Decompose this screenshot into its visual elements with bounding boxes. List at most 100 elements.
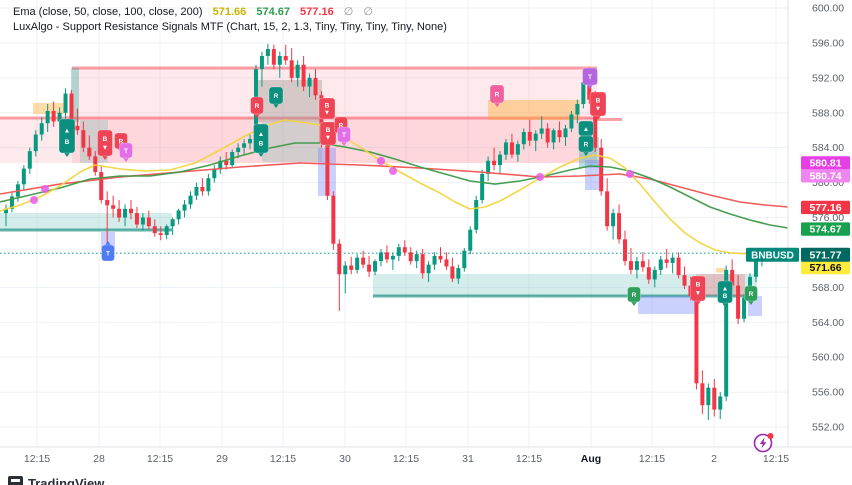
- candle: [271, 49, 276, 65]
- candle: [575, 104, 580, 115]
- price-tick: 552.00: [812, 422, 844, 434]
- candle: [396, 247, 401, 256]
- candle: [545, 128, 550, 143]
- candle: [45, 111, 50, 124]
- candle: [75, 125, 80, 131]
- candle: [307, 77, 312, 87]
- signal-badge-t: T: [101, 241, 115, 262]
- candle: [658, 259, 663, 270]
- candle: [117, 208, 122, 218]
- candle: [456, 268, 461, 279]
- candle: [224, 160, 229, 166]
- time-tick: 12:15: [516, 453, 542, 465]
- candle: [420, 254, 425, 274]
- time-tick: 30: [339, 453, 351, 465]
- svg-text:▲: ▲: [258, 131, 264, 138]
- signal-badge-b▼: B▼: [97, 129, 113, 160]
- svg-text:571.77: 571.77: [809, 249, 841, 261]
- orange-zone-left: [33, 102, 67, 114]
- candle: [158, 233, 163, 235]
- candle: [289, 60, 294, 78]
- candle: [402, 247, 407, 253]
- svg-text:R: R: [255, 103, 260, 110]
- candle: [325, 143, 330, 196]
- candle: [712, 387, 717, 410]
- candle: [468, 229, 473, 251]
- candle: [57, 112, 62, 122]
- price-badge-574.67: 574.67: [801, 222, 850, 236]
- lightning-bolt-icon: [759, 437, 767, 449]
- candle: [152, 226, 157, 234]
- time-tick: 12:15: [147, 453, 173, 465]
- candle: [319, 95, 324, 144]
- cross-dot: [41, 185, 49, 193]
- price-tick: 600.00: [812, 3, 844, 15]
- svg-text:T: T: [588, 74, 592, 81]
- candle: [248, 138, 253, 144]
- candle: [617, 213, 622, 240]
- signal-badge-b▼: B▼: [319, 121, 337, 149]
- svg-text:▼: ▼: [325, 135, 331, 142]
- price-axis[interactable]: 600.00596.00592.00588.00584.00580.00576.…: [812, 3, 844, 434]
- price-tick: 556.00: [812, 387, 844, 399]
- candle: [700, 383, 705, 406]
- candle: [378, 252, 383, 262]
- candle: [343, 265, 348, 275]
- candle: [63, 93, 68, 113]
- candle: [664, 259, 669, 263]
- svg-text:580.74: 580.74: [809, 170, 841, 182]
- candle: [515, 144, 520, 155]
- candle: [39, 123, 44, 135]
- candle: [623, 239, 628, 262]
- candle: [634, 261, 639, 270]
- support-zone-main: [373, 273, 757, 296]
- signal-badge-r: R: [489, 84, 505, 107]
- svg-text:B: B: [259, 141, 264, 148]
- candle: [444, 259, 449, 267]
- candle: [474, 200, 479, 230]
- candle: [694, 296, 699, 384]
- price-tick: 564.00: [812, 317, 844, 329]
- price-tick: 576.00: [812, 212, 844, 224]
- price-tick: 596.00: [812, 37, 844, 49]
- candle: [295, 64, 300, 78]
- candle: [581, 82, 586, 105]
- legend-ema[interactable]: Ema (close, 50, close, 100, close, 200) …: [13, 5, 447, 20]
- candle: [593, 99, 598, 148]
- svg-text:574.67: 574.67: [809, 224, 841, 236]
- signal-badge-t: T: [337, 126, 351, 146]
- candle: [498, 154, 503, 166]
- svg-text:▲: ▲: [583, 126, 589, 133]
- ema-empty-value-1: ∅: [343, 6, 354, 18]
- candle: [337, 243, 342, 275]
- legend-luxalgo[interactable]: LuxAlgo - Support Resistance Signals MTF…: [13, 20, 447, 35]
- candle: [349, 265, 354, 270]
- candlesticks[interactable]: [4, 43, 764, 421]
- tradingview-logo[interactable]: TradingView: [8, 476, 104, 485]
- candle: [384, 252, 389, 260]
- price-alert-icon[interactable]: [753, 433, 774, 453]
- candle: [676, 257, 681, 276]
- candle: [146, 217, 151, 227]
- candle: [81, 130, 86, 148]
- time-tick: 12:15: [393, 453, 419, 465]
- candle: [331, 195, 336, 244]
- candle: [99, 172, 104, 201]
- svg-text:B: B: [723, 293, 728, 300]
- svg-text:580.81: 580.81: [809, 158, 841, 170]
- time-axis[interactable]: 12:15 28 12:15 29 12:15 30 12:15 31 12:15 Aug 12:1…: [24, 453, 789, 465]
- candle: [724, 269, 729, 397]
- candle: [432, 255, 437, 265]
- candle: [753, 259, 758, 277]
- candle: [706, 387, 711, 406]
- candle: [539, 128, 544, 134]
- candle: [521, 131, 526, 145]
- candle: [527, 131, 532, 141]
- candle: [123, 208, 128, 218]
- svg-text:B: B: [696, 282, 701, 289]
- candle: [569, 114, 574, 129]
- candle: [599, 147, 604, 192]
